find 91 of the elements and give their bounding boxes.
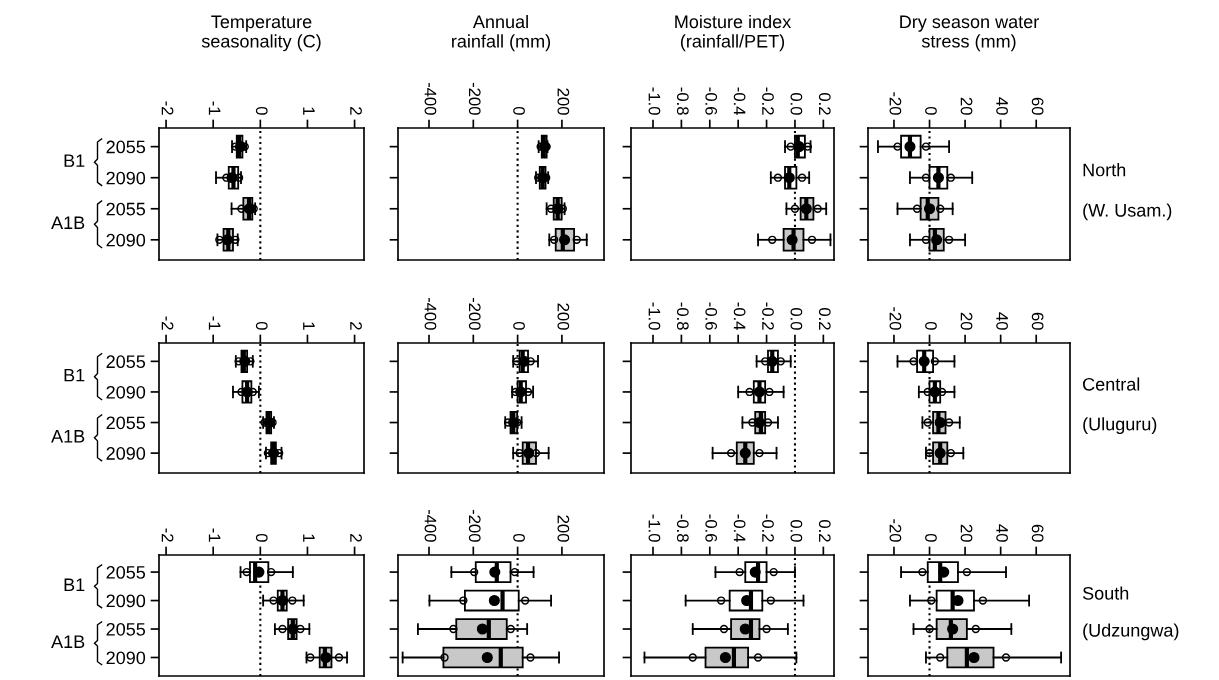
y-tick-label: 2090 xyxy=(106,447,146,460)
x-tick-label: 2 xyxy=(350,322,362,330)
x-tick-label: 0 xyxy=(255,106,268,115)
x-tick-label: 60 xyxy=(1031,312,1044,330)
x-tick-label: -400 xyxy=(424,82,437,115)
x-tick-label: -1 xyxy=(208,101,221,115)
text: (Udzungwa) xyxy=(1083,623,1179,641)
text: (Uluguru) xyxy=(1083,417,1157,434)
x-tick-label: -20 xyxy=(889,519,902,542)
x-tick-label: 1 xyxy=(303,107,315,115)
x-tick-label: -20 xyxy=(889,92,902,115)
x-tick-label: -0.8 xyxy=(676,514,689,542)
x-tick-label: 60 xyxy=(1031,97,1044,115)
text: South xyxy=(1082,586,1129,600)
x-tick-label: -0.4 xyxy=(733,87,746,116)
text: (W. Usam.) xyxy=(1083,203,1172,221)
text: A1B xyxy=(51,216,85,229)
text: B1 xyxy=(64,578,85,591)
x-tick-label: -1.0 xyxy=(648,302,661,330)
y-tick-label: 2090 xyxy=(106,651,146,665)
y-tick-label: 2055 xyxy=(106,202,146,216)
x-tick-label: 0.0 xyxy=(790,92,803,115)
x-tick-label: 0 xyxy=(513,321,525,330)
x-tick-label: -1 xyxy=(208,316,221,330)
x-tick-label: 0 xyxy=(513,106,525,115)
chart-title: Annual rainfall (mm) xyxy=(452,14,551,52)
text: A1B xyxy=(51,635,85,648)
x-tick-label: 0 xyxy=(925,321,937,330)
x-tick-label: 0.0 xyxy=(790,307,803,330)
y-tick-label: 2055 xyxy=(106,566,146,579)
x-tick-label: 0 xyxy=(255,533,268,542)
text: B1 xyxy=(64,154,85,167)
x-tick-label: -0.4 xyxy=(733,302,746,331)
x-tick-label: 0 xyxy=(925,106,937,115)
x-tick-label: 0.2 xyxy=(818,307,831,330)
x-tick-label: 0.0 xyxy=(790,519,803,542)
x-tick-label: -0.6 xyxy=(705,302,718,330)
x-tick-label: 40 xyxy=(996,97,1008,115)
chart-title: Temperature seasonality (C) xyxy=(201,15,321,52)
x-tick-label: 2 xyxy=(350,534,362,542)
x-tick-label: -200 xyxy=(468,509,481,542)
x-tick-label: 0 xyxy=(925,533,937,542)
x-tick-label: 20 xyxy=(960,312,973,330)
x-tick-label: -0.6 xyxy=(705,87,718,115)
x-tick-label: -400 xyxy=(424,509,437,542)
y-tick-label: 2090 xyxy=(106,171,146,185)
x-tick-label: 40 xyxy=(996,524,1008,542)
x-tick-label: -1.0 xyxy=(648,87,661,115)
x-tick-label: 0.2 xyxy=(818,92,831,115)
y-tick-label: 2055 xyxy=(106,622,146,636)
x-tick-label: 200 xyxy=(557,515,570,542)
x-tick-label: -2 xyxy=(161,528,174,542)
text: Central xyxy=(1083,377,1140,391)
x-tick-label: -0.6 xyxy=(705,514,718,542)
x-tick-label: 20 xyxy=(960,524,973,542)
x-tick-label: 2 xyxy=(350,107,362,115)
x-tick-label: 0.2 xyxy=(818,519,831,542)
text: North xyxy=(1083,163,1126,177)
x-tick-label: 0 xyxy=(255,321,268,330)
chart-title: Dry season water stress (mm) xyxy=(900,15,1039,52)
x-tick-label: 200 xyxy=(557,88,570,115)
x-tick-label: -0.2 xyxy=(762,302,774,330)
y-tick-label: 2055 xyxy=(106,355,146,369)
x-tick-label: 60 xyxy=(1031,524,1044,542)
x-tick-label: -2 xyxy=(161,101,174,115)
y-tick-label: 2055 xyxy=(106,416,146,430)
y-tick-label: 2055 xyxy=(106,140,146,154)
x-tick-label: -400 xyxy=(424,297,437,330)
y-tick-label: 2090 xyxy=(106,233,146,247)
x-tick-label: -2 xyxy=(161,316,174,330)
x-tick-label: 40 xyxy=(996,312,1008,330)
y-tick-label: 2090 xyxy=(106,594,146,608)
text: B1 xyxy=(64,368,85,382)
x-tick-label: -0.2 xyxy=(762,87,774,115)
chart-title: Moisture index (rainfall/PET) xyxy=(675,14,792,52)
x-tick-label: -1 xyxy=(208,528,221,542)
x-tick-label: -0.8 xyxy=(676,87,689,115)
x-tick-label: 20 xyxy=(960,97,973,115)
x-tick-label: -200 xyxy=(468,82,481,115)
x-tick-label: -0.4 xyxy=(733,514,746,543)
x-tick-label: -200 xyxy=(468,297,481,330)
x-tick-label: -20 xyxy=(889,307,902,330)
x-tick-label: 1 xyxy=(303,534,315,542)
y-tick-label: 2090 xyxy=(106,385,146,399)
x-tick-label: 200 xyxy=(557,303,570,330)
x-tick-label: 1 xyxy=(303,322,315,330)
text: A1B xyxy=(51,430,85,443)
x-tick-label: -1.0 xyxy=(648,514,661,542)
x-tick-label: -0.8 xyxy=(676,302,689,330)
x-tick-label: -0.2 xyxy=(762,514,774,542)
x-tick-label: 0 xyxy=(513,533,525,542)
